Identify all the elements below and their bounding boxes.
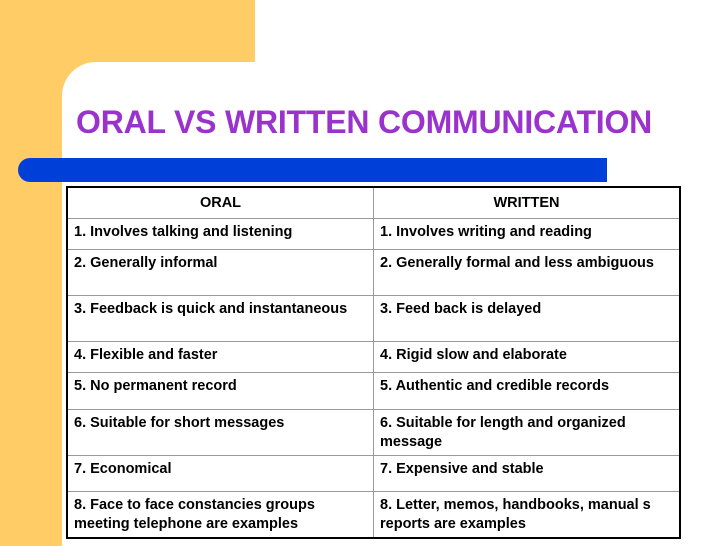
table-row: 2. Generally informal 2. Generally forma… (67, 249, 680, 296)
table-row: 1. Involves talking and listening 1. Inv… (67, 218, 680, 250)
cell-written: 7. Expensive and stable (373, 455, 680, 492)
header-written: WRITTEN (373, 187, 680, 219)
title-underline-bar (18, 158, 607, 182)
cell-oral: 8. Face to face constancies groups meeti… (67, 491, 374, 538)
cell-oral: 3. Feedback is quick and instantaneous (67, 295, 374, 342)
cell-written: 2. Generally formal and less ambiguous (373, 249, 680, 296)
cell-written: 8. Letter, memos, handbooks, manual s re… (373, 491, 680, 538)
table-row: 4. Flexible and faster 4. Rigid slow and… (67, 341, 680, 373)
cell-written: 5. Authentic and credible records (373, 372, 680, 410)
cell-oral: 6. Suitable for short messages (67, 409, 374, 456)
table-row: 5. No permanent record 5. Authentic and … (67, 372, 680, 410)
table-row: 6. Suitable for short messages 6. Suitab… (67, 409, 680, 456)
table-row: 3. Feedback is quick and instantaneous 3… (67, 295, 680, 342)
cell-oral: 7. Economical (67, 455, 374, 492)
cell-oral: 2. Generally informal (67, 249, 374, 296)
table-header-row: ORAL WRITTEN (67, 187, 680, 219)
cell-written: 6. Suitable for length and organized mes… (373, 409, 680, 456)
table-row: 8. Face to face constancies groups meeti… (67, 491, 680, 538)
table-row: 7. Economical 7. Expensive and stable (67, 455, 680, 492)
slide-title: ORAL VS WRITTEN COMMUNICATION (76, 104, 653, 140)
header-oral: ORAL (67, 187, 374, 219)
cell-oral: 5. No permanent record (67, 372, 374, 410)
cell-written: 1. Involves writing and reading (373, 218, 680, 250)
cell-oral: 1. Involves talking and listening (67, 218, 374, 250)
cell-written: 3. Feed back is delayed (373, 295, 680, 342)
cell-oral: 4. Flexible and faster (67, 341, 374, 373)
cell-written: 4. Rigid slow and elaborate (373, 341, 680, 373)
comparison-table: ORAL WRITTEN 1. Involves talking and lis… (66, 186, 681, 539)
